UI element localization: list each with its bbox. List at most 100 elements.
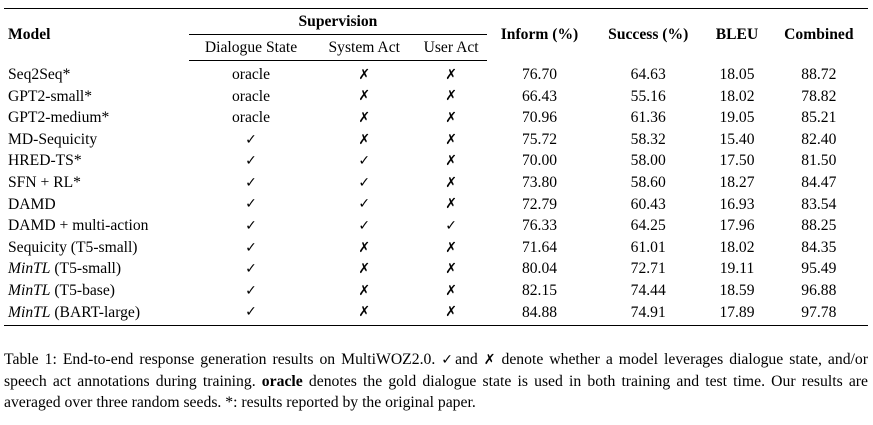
header-combined: Combined bbox=[784, 25, 854, 43]
check-mark-icon: ✓ bbox=[441, 352, 456, 368]
success-cell: 74.44 bbox=[630, 281, 666, 299]
caption-part-1: Table 1: End-to-end response generation … bbox=[4, 351, 442, 368]
bleu-cell: 17.96 bbox=[719, 217, 755, 235]
table-row: MD-Sequicity ✓ ✗ ✗ 75.72 58.32 15.40 82.40 bbox=[4, 129, 868, 151]
model-name: DAMD bbox=[4, 194, 189, 216]
model-name-italic: MinTL bbox=[8, 281, 51, 299]
table-row: MinTL (BART-large) ✓ ✗ ✗ 84.88 74.91 17.89 97.7… bbox=[4, 301, 868, 327]
table-header-row: Model Supervision Inform (%) Success (%)… bbox=[4, 8, 868, 42]
bleu-cell: 17.89 bbox=[704, 301, 770, 327]
inform-cell: 82.15 bbox=[521, 281, 558, 299]
inform-cell: 73.80 bbox=[521, 173, 558, 191]
model-name: SFN + RL* bbox=[4, 172, 189, 194]
model-name-text: (T5-small) bbox=[50, 260, 122, 278]
success-cell: 64.25 bbox=[630, 217, 666, 235]
combined-cell: 88.72 bbox=[801, 65, 837, 83]
dialogue-state-cell: ✓ bbox=[245, 282, 257, 299]
inform-cell: 76.70 bbox=[521, 65, 558, 83]
caption-part-3: denote whether a model leverages dialogu… bbox=[4, 351, 868, 390]
model-name-text: (BART-large) bbox=[50, 303, 141, 321]
cross-mark-icon: ✗ bbox=[483, 352, 496, 368]
header-model: Model bbox=[8, 25, 51, 43]
user-act-cell: ✓ bbox=[445, 217, 457, 234]
success-cell: 55.16 bbox=[630, 87, 666, 105]
combined-cell: 83.54 bbox=[801, 195, 837, 213]
user-act-cell: ✗ bbox=[445, 131, 457, 148]
combined-cell: 97.78 bbox=[769, 301, 868, 327]
model-name: Sequicity (T5-small) bbox=[4, 237, 189, 259]
dialogue-state-cell: ✓ bbox=[245, 174, 257, 191]
system-act-cell: ✓ bbox=[358, 217, 371, 234]
system-act-cell: ✓ bbox=[358, 153, 371, 170]
combined-cell: 96.88 bbox=[801, 281, 837, 299]
dialogue-state-cell: ✓ bbox=[245, 239, 257, 256]
model-name: DAMD + multi-action bbox=[4, 215, 189, 237]
table-row: DAMD ✓ ✓ ✗ 72.79 60.43 16.93 83.54 bbox=[4, 194, 868, 216]
header-supervision: Supervision bbox=[188, 8, 487, 35]
caption-part-2: and bbox=[455, 351, 484, 368]
system-act-cell: ✗ bbox=[358, 261, 371, 278]
table-caption: Table 1: End-to-end response generation … bbox=[4, 349, 868, 413]
user-act-cell: ✗ bbox=[445, 282, 457, 299]
bleu-cell: 19.05 bbox=[719, 109, 755, 127]
table-row: SFN + RL* ✓ ✓ ✗ 73.80 58.60 18.27 84.47 bbox=[4, 172, 868, 194]
table-body: Seq2Seq* oracle ✗ ✗ 76.70 64.63 18.05 88.72 GPT2… bbox=[4, 61, 868, 327]
combined-cell: 95.49 bbox=[801, 260, 837, 278]
success-cell: 58.00 bbox=[630, 152, 666, 170]
bleu-cell: 18.27 bbox=[719, 173, 755, 191]
inform-cell: 70.96 bbox=[521, 109, 558, 127]
model-name: MinTL (T5-base) bbox=[4, 280, 189, 302]
system-act-cell: ✗ bbox=[358, 131, 371, 148]
table-row: MinTL (T5-base) ✓ ✗ ✗ 82.15 74.44 18.59 96.88 bbox=[4, 280, 868, 302]
success-cell: 58.32 bbox=[630, 130, 666, 148]
model-name-text: MD-Sequicity bbox=[8, 130, 98, 148]
caption-part-4: denotes the gold dialogue state is used … bbox=[4, 373, 868, 411]
model-name: Seq2Seq* bbox=[4, 61, 189, 86]
dialogue-state-cell: ✓ bbox=[245, 196, 257, 213]
dialogue-state-cell: oracle bbox=[231, 87, 271, 105]
bleu-cell: 18.02 bbox=[719, 238, 755, 256]
inform-cell: 76.33 bbox=[521, 217, 558, 235]
success-cell: 61.36 bbox=[630, 109, 666, 127]
inform-cell: 80.04 bbox=[521, 260, 558, 278]
model-name-text: HRED-TS* bbox=[8, 152, 82, 170]
user-act-cell: ✗ bbox=[445, 261, 457, 278]
caption-oracle: oracle bbox=[261, 373, 303, 390]
success-cell: 61.01 bbox=[630, 238, 666, 256]
dialogue-state-cell: ✓ bbox=[245, 131, 257, 148]
model-name-text: DAMD bbox=[8, 195, 56, 213]
model-name-text: DAMD + multi-action bbox=[8, 217, 149, 235]
dialogue-state-cell: oracle bbox=[231, 109, 271, 127]
inform-cell: 71.64 bbox=[521, 238, 558, 256]
system-act-cell: ✗ bbox=[358, 88, 371, 105]
bleu-cell: 16.93 bbox=[719, 195, 755, 213]
combined-cell: 82.40 bbox=[801, 130, 837, 148]
system-act-cell: ✗ bbox=[313, 301, 416, 327]
inform-cell: 72.79 bbox=[521, 195, 558, 213]
user-act-cell: ✗ bbox=[445, 153, 457, 170]
dialogue-state-cell: oracle bbox=[231, 66, 271, 83]
inform-cell: 70.00 bbox=[521, 152, 558, 170]
header-system-act: System Act bbox=[313, 34, 416, 61]
dialogue-state-cell: ✓ bbox=[188, 301, 314, 327]
table-row: Sequicity (T5-small) ✓ ✗ ✗ 71.64 61.01 18.02 84… bbox=[4, 237, 868, 259]
model-name: MD-Sequicity bbox=[4, 129, 189, 151]
user-act-cell: ✗ bbox=[445, 88, 457, 105]
bleu-cell: 17.50 bbox=[719, 152, 755, 170]
success-cell: 60.43 bbox=[630, 195, 666, 213]
combined-cell: 81.50 bbox=[801, 152, 837, 170]
success-cell: 58.60 bbox=[630, 173, 666, 191]
bleu-cell: 18.05 bbox=[719, 65, 755, 83]
dialogue-state-cell: ✓ bbox=[245, 261, 257, 278]
table-row: Seq2Seq* oracle ✗ ✗ 76.70 64.63 18.05 88.72 bbox=[4, 61, 868, 86]
inform-cell: 75.72 bbox=[521, 130, 558, 148]
system-act-cell: ✗ bbox=[358, 109, 371, 126]
header-bleu: BLEU bbox=[715, 25, 759, 43]
user-act-cell: ✗ bbox=[445, 109, 457, 126]
combined-cell: 84.35 bbox=[801, 238, 837, 256]
header-inform: Inform (%) bbox=[500, 25, 579, 43]
header-success: Success (%) bbox=[608, 25, 689, 43]
model-name: HRED-TS* bbox=[4, 150, 189, 172]
model-name-text: Seq2Seq* bbox=[8, 65, 71, 83]
